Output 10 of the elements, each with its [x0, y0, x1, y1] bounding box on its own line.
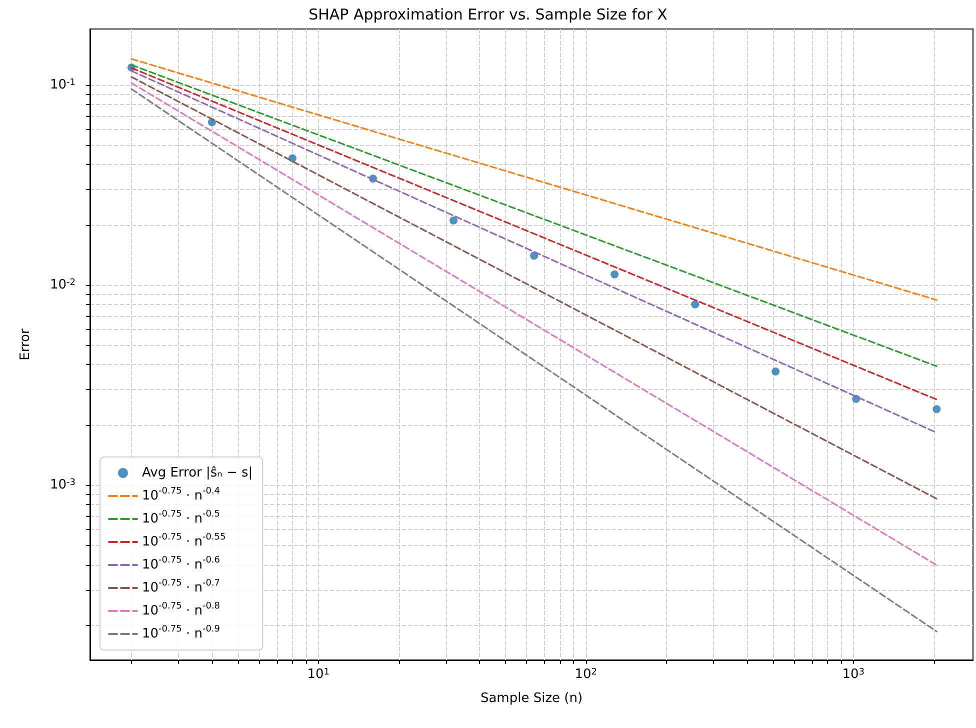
point — [772, 367, 780, 376]
point — [450, 216, 458, 225]
x-axis-title: Sample Size (n) — [480, 691, 583, 706]
point — [610, 270, 619, 278]
point — [530, 252, 538, 260]
point — [691, 300, 700, 308]
chart-title: SHAP Approximation Error vs. Sample Size for X — [308, 6, 668, 24]
y-axis-title: Error — [18, 328, 33, 360]
point — [932, 405, 941, 414]
legend-label: Avg Error |ŝₙ − s| — [142, 466, 253, 480]
